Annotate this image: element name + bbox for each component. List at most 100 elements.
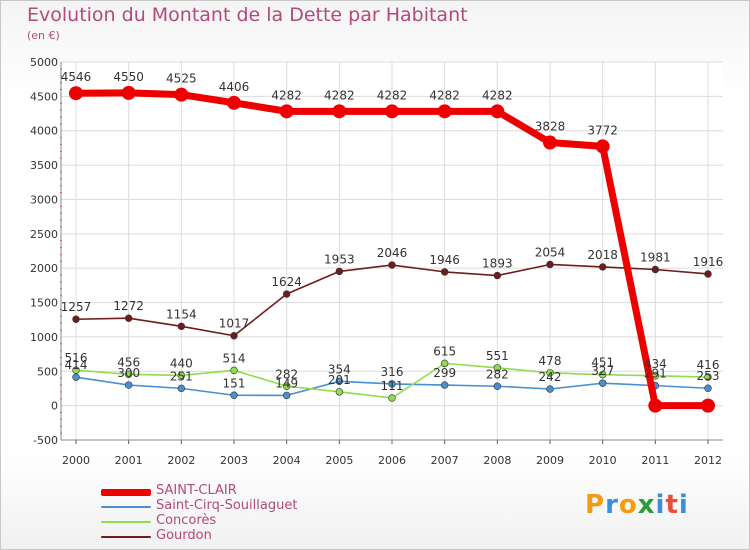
x-tick-label: 2004 <box>273 454 301 467</box>
legend-swatch <box>101 536 151 538</box>
legend-label: Gourdon <box>156 528 212 543</box>
data-point <box>227 95 241 110</box>
data-point <box>543 135 557 150</box>
y-tick-label: 5000 <box>30 56 58 69</box>
data-label: 111 <box>381 379 404 393</box>
data-label: 291 <box>644 367 667 381</box>
data-point <box>598 379 607 387</box>
logo-letter: P <box>585 490 606 520</box>
data-point <box>177 371 186 380</box>
legend-item: SAINT-CLAIR <box>101 483 401 500</box>
y-tick-label: 1500 <box>30 297 58 310</box>
x-tick-label: 2009 <box>536 454 564 467</box>
data-point <box>335 267 344 276</box>
data-point <box>72 366 80 374</box>
data-point <box>704 373 712 381</box>
y-tick-label: 3000 <box>30 193 58 206</box>
data-label: 440 <box>170 356 193 370</box>
x-tick-label: 2006 <box>378 454 406 467</box>
chart-subtitle: (en €) <box>27 29 60 42</box>
data-label: 551 <box>486 349 509 363</box>
data-labels: 4546 4550 4525 4406 4282 4282 4282 4282 4282 3828… <box>61 70 724 393</box>
y-tick-label: 0 <box>51 400 58 413</box>
chart-title: Evolution du Montant de la Dette par Hab… <box>27 4 468 26</box>
data-label: 282 <box>275 367 298 381</box>
y-tick-label: 500 <box>37 365 58 378</box>
legend-label: SAINT-CLAIR <box>156 483 237 498</box>
data-point <box>230 366 238 375</box>
data-point <box>648 398 663 413</box>
data-point <box>124 370 133 378</box>
data-label: 3828 <box>535 120 566 134</box>
legend-swatch <box>101 521 151 523</box>
x-tick-label: 2003 <box>220 454 248 467</box>
data-label: 251 <box>170 369 193 383</box>
axes: -500 0 500 1000 1500 2000 2500 3000 3500 4000 4500… <box>30 56 723 467</box>
data-point <box>437 104 452 119</box>
data-point <box>124 381 133 389</box>
data-point <box>121 85 136 100</box>
data-point <box>72 315 80 323</box>
data-label: 299 <box>433 366 456 380</box>
data-label: 1916 <box>693 255 724 269</box>
x-tick-label: 2005 <box>325 454 353 467</box>
data-point <box>493 271 502 280</box>
logo-letter: o <box>618 490 638 520</box>
data-label: 478 <box>539 354 562 368</box>
data-point <box>701 398 715 413</box>
legend-swatch <box>101 506 151 508</box>
data-label: 4282 <box>429 88 460 102</box>
legend-item: Saint-Cirq-Souillaguet <box>101 498 401 515</box>
proxiti-logo: Proxiti <box>585 490 689 520</box>
data-point <box>69 86 83 101</box>
x-tick-label: 2008 <box>483 454 511 467</box>
data-point <box>282 382 291 390</box>
data-label: 1893 <box>482 257 513 271</box>
data-label: 1257 <box>61 300 92 314</box>
y-tick-label: 3500 <box>30 159 58 172</box>
data-label: 456 <box>117 355 140 369</box>
data-label: 516 <box>65 351 88 365</box>
series-lines <box>69 85 715 413</box>
data-point <box>490 104 505 119</box>
data-point <box>440 359 449 368</box>
x-tick-label: 2011 <box>641 454 669 467</box>
data-label: 1624 <box>271 275 302 289</box>
data-label: 1017 <box>219 317 250 331</box>
data-point <box>493 382 502 390</box>
data-point <box>332 104 347 119</box>
legend: SAINT-CLAIR Saint-Cirq-Souillaguet Concorè… <box>101 483 401 545</box>
data-label: 327 <box>591 364 614 378</box>
data-label: 4282 <box>482 88 513 102</box>
legend-item: Gourdon <box>101 528 401 545</box>
y-tick-label: 2000 <box>30 262 58 275</box>
data-point <box>230 391 238 399</box>
data-point <box>124 314 133 322</box>
data-label: 242 <box>539 370 562 384</box>
data-point <box>546 369 554 377</box>
data-label: 4406 <box>219 80 250 94</box>
legend-swatch <box>101 488 151 496</box>
data-label: 1953 <box>324 252 355 266</box>
data-label: 282 <box>486 367 509 381</box>
data-label: 4546 <box>61 70 92 84</box>
legend-item: Concorès <box>101 513 401 530</box>
data-point <box>335 377 344 386</box>
data-label: 451 <box>591 356 614 370</box>
x-tick-label: 2002 <box>167 454 195 467</box>
data-point <box>282 290 291 298</box>
logo-letter: x <box>637 490 656 520</box>
data-point <box>440 268 449 276</box>
legend-label: Concorès <box>156 513 217 528</box>
data-point <box>704 270 712 278</box>
data-label: 414 <box>65 358 88 372</box>
data-point <box>72 373 80 381</box>
data-point <box>546 385 554 393</box>
data-label: 149 <box>275 376 298 390</box>
data-label: 3772 <box>587 123 618 137</box>
data-point <box>177 384 186 393</box>
data-label: 300 <box>117 366 140 380</box>
data-point <box>598 263 607 271</box>
